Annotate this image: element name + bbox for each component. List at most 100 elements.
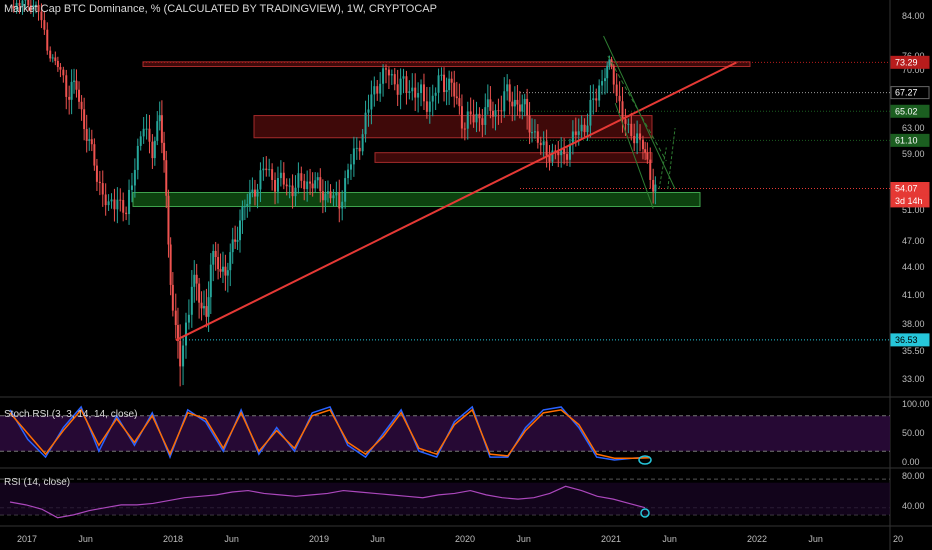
candle-body [133,169,136,186]
candle-body [332,195,335,199]
candle-body [425,101,428,112]
support-zone [132,192,701,207]
candle-body [566,154,569,160]
resistance-zone [253,115,653,139]
candle-body [214,250,217,258]
price-label-box [890,333,930,347]
candle-body [455,96,458,99]
candle-body [390,74,393,76]
price-label: 36.53 [895,335,918,345]
candle-body [83,109,86,130]
candle-body [526,98,529,116]
candle-body [506,84,509,92]
candle-body [239,220,241,241]
projection-arrow [658,127,676,190]
x-tick-label: 2020 [455,534,475,544]
candle-body [297,173,300,188]
candle-body [601,81,604,86]
x-tick-label: Jun [78,534,93,544]
candle-body [128,189,131,215]
candle-body [606,65,609,79]
candle-body [641,139,644,150]
price-label: 3d 14h [895,196,923,206]
price-label: 61.10 [895,135,918,145]
candle-body [370,94,373,110]
price-label-box [890,133,930,147]
candle-body [385,68,387,70]
candle-body [560,148,563,156]
candle-body [542,141,545,146]
price-label-box [890,55,930,69]
candle-body [618,95,621,102]
candle-body [329,191,332,199]
candle-body [443,74,446,93]
candle-body [358,147,361,152]
candle-body [165,160,168,196]
candle-body [448,78,451,91]
y-tick-label: 70.00 [902,65,925,75]
candle-body [93,144,96,166]
candle-body [321,191,324,201]
candle-body [136,145,139,170]
candle-body [49,50,52,59]
candle-body [545,141,548,156]
y-tick-label: 51.00 [902,205,925,215]
candle-body [624,119,627,124]
candle-body [563,148,566,155]
candle-body [21,0,24,6]
candle-body [95,165,98,182]
candle-body [51,57,54,59]
channel-line [607,55,667,162]
price-label: 65.02 [895,106,918,116]
candle-body [226,270,229,276]
candle-body [309,181,312,184]
candle-body [523,98,526,105]
candle-body [311,183,314,189]
candle-body [500,110,503,112]
candle-body [98,181,101,184]
y-tick-label: 38.00 [902,319,925,329]
candle-body [475,113,478,123]
y-tick-label: 47.00 [902,236,925,246]
candle-body [571,131,574,145]
candle-body [341,201,344,209]
candle-body [46,29,49,51]
candle-body [169,244,172,285]
candle-body [171,284,174,311]
rsi-marker [640,508,650,518]
candle-body [644,149,647,153]
candle-body [217,257,220,270]
candle-body [352,148,355,165]
candle-body [101,183,104,195]
candle-body [176,325,179,341]
candle-body [636,133,639,144]
candle-body [472,114,475,123]
candle-body [466,111,469,129]
candle-body [521,104,524,112]
candle-body [414,87,417,98]
candle-body [73,80,76,82]
candle-body [652,179,655,192]
candle-body [428,101,431,112]
candle-body [291,185,294,197]
candle-body [612,65,615,85]
candle-body [243,206,246,208]
candle-body [205,306,208,317]
candle-body [420,84,423,94]
candle-body [379,83,382,94]
candle-body [649,159,652,180]
candle-body [536,131,539,143]
y-tick-label: 84.00 [902,11,925,21]
rsi-label: RSI (14, close) [4,477,71,488]
candle-body [654,184,657,192]
price-label-box [890,104,930,118]
candle-body [408,91,411,94]
trendline [175,61,737,342]
stoch-band [0,415,890,452]
candle-body [338,192,341,209]
candle-body [440,74,443,76]
candle-body [437,75,440,93]
y-tick-label: 44.00 [902,262,925,272]
candle-body [484,107,487,125]
